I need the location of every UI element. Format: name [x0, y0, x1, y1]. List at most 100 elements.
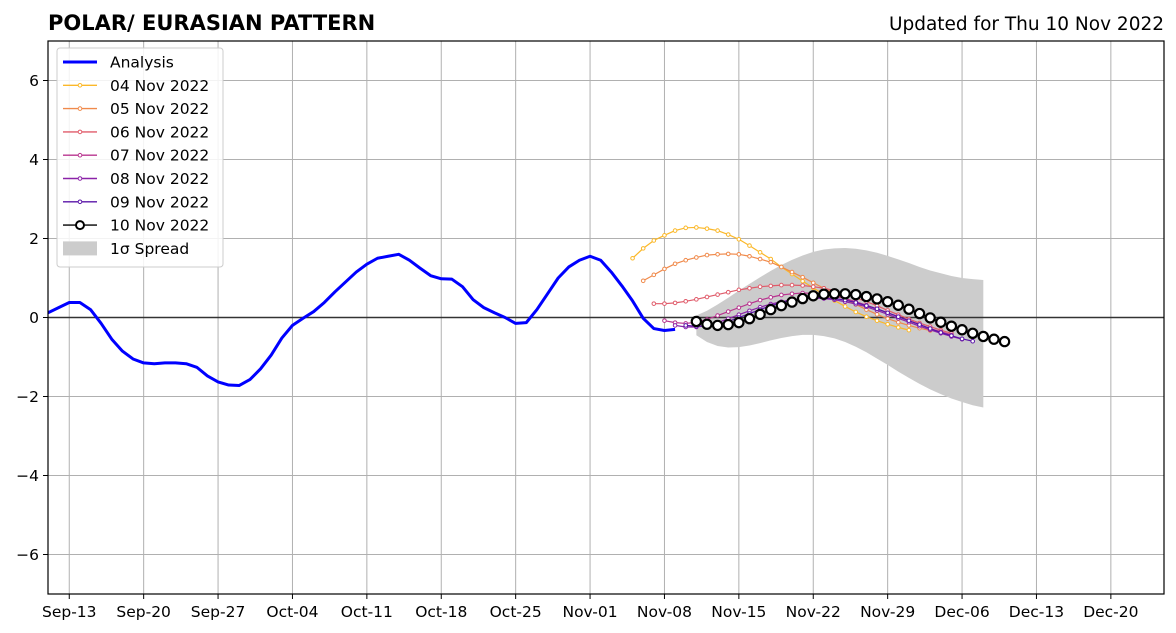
data-point: [704, 226, 710, 231]
data-point: [765, 303, 777, 316]
data-point: [935, 316, 947, 328]
data-point: [672, 323, 678, 328]
data-point: [662, 233, 667, 238]
data-point: [651, 272, 657, 278]
data-point: [906, 327, 912, 333]
data-point: [853, 300, 859, 305]
data-point: [715, 252, 720, 257]
legend-label: 08 Nov 2022: [110, 170, 209, 188]
data-point: [895, 319, 901, 325]
y-tick-label: 4: [29, 151, 39, 169]
data-point: [768, 259, 774, 265]
data-point: [977, 330, 990, 343]
data-point: [885, 310, 890, 316]
series-0: [48, 252, 676, 387]
data-point: [892, 299, 904, 311]
data-point: [715, 313, 720, 318]
legend-swatch-spread: [63, 241, 97, 256]
series-line: [685, 297, 973, 342]
data-point: [885, 321, 890, 327]
data-point: [651, 238, 657, 243]
data-point: [672, 261, 678, 267]
legend-swatch-marker: [77, 152, 83, 158]
data-point: [672, 228, 678, 233]
x-tick-label: Dec-06: [934, 603, 989, 621]
data-point: [736, 252, 742, 257]
data-point: [715, 292, 720, 297]
y-tick-label: 2: [29, 230, 39, 248]
data-point: [747, 253, 752, 259]
x-tick-label: Nov-29: [860, 603, 915, 621]
legend-swatch-marker: [77, 199, 83, 205]
x-tick-label: Oct-11: [341, 603, 393, 621]
data-point: [874, 306, 880, 312]
data-point: [945, 320, 958, 332]
data-point: [818, 288, 830, 300]
legend-swatch-marker: [75, 220, 85, 231]
data-point: [715, 228, 720, 233]
data-point: [800, 274, 805, 280]
data-point: [672, 300, 678, 306]
data-point: [988, 333, 1000, 345]
data-point: [768, 283, 774, 289]
data-point: [874, 312, 880, 317]
data-point: [662, 301, 667, 306]
data-point: [807, 290, 819, 302]
plot-area: Sep-13 Sep-20 Sep-27 Oct-04 Oct-11 Oct-18 Oct-…: [16, 40, 1165, 621]
axes-frame: [47, 40, 1165, 595]
data-point: [786, 296, 798, 308]
data-point: [885, 316, 890, 321]
spread-band: [696, 247, 984, 408]
x-tick-label: Oct-18: [415, 603, 467, 621]
legend-swatch-marker: [77, 106, 83, 111]
data-point: [640, 278, 646, 284]
data-point: [701, 318, 713, 330]
legend-label: 05 Nov 2022: [110, 100, 209, 118]
data-point: [651, 301, 657, 306]
x-tick-label: Nov-01: [562, 603, 617, 621]
data-point: [736, 305, 742, 310]
data-point: [924, 312, 936, 324]
data-point: [704, 294, 710, 300]
legend-label: 07 Nov 2022: [110, 147, 209, 165]
data-point: [949, 333, 954, 338]
data-point: [662, 318, 667, 323]
data-point: [839, 288, 851, 300]
data-point: [927, 326, 933, 331]
data-point: [800, 278, 805, 284]
x-tick-label: Oct-04: [266, 603, 318, 621]
data-point: [796, 292, 809, 305]
data-point: [711, 319, 724, 332]
data-point: [743, 312, 756, 325]
data-point: [895, 325, 901, 330]
data-point: [959, 336, 965, 342]
legend-box: [56, 47, 224, 268]
series-line: [642, 253, 931, 332]
data-point: [903, 303, 915, 315]
x-tick-label: Sep-20: [116, 603, 171, 621]
data-point: [757, 297, 763, 303]
data-point: [736, 236, 742, 242]
data-point: [757, 256, 763, 262]
data-point: [757, 250, 763, 255]
data-point: [956, 324, 968, 336]
data-point: [913, 307, 926, 320]
data-point: [747, 285, 752, 291]
chart-title: POLAR/ EURASIAN PATTERN: [48, 11, 375, 35]
data-point: [725, 289, 731, 295]
x-tick-label: Sep-27: [191, 603, 246, 621]
data-point: [998, 335, 1011, 348]
data-point: [966, 327, 979, 339]
data-point: [694, 255, 699, 260]
data-point: [853, 309, 859, 315]
legend-swatch-marker: [77, 129, 83, 135]
data-point: [754, 308, 766, 321]
legend-label: 04 Nov 2022: [110, 77, 209, 95]
legend-label: 09 Nov 2022: [110, 193, 209, 211]
chart-subtitle: Updated for Thu 10 Nov 2022: [889, 14, 1164, 35]
data-point: [850, 288, 862, 301]
x-tick-label: Nov-22: [786, 603, 841, 621]
data-point: [725, 232, 731, 237]
data-point: [725, 251, 731, 257]
data-point: [630, 255, 635, 261]
